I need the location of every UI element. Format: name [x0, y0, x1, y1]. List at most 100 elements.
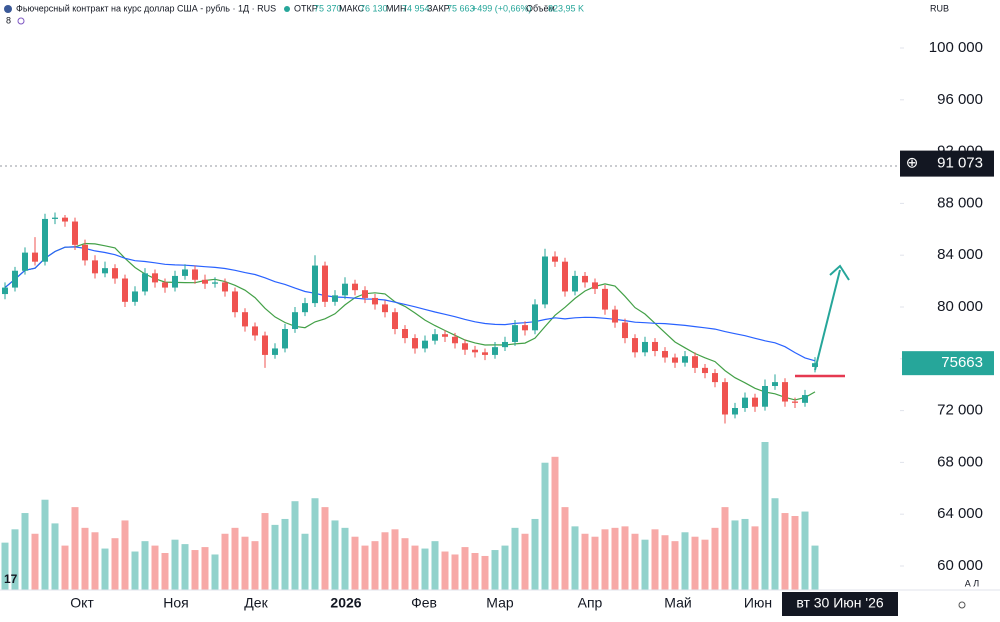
- candle-body: [562, 261, 568, 292]
- volume-bar: [441, 551, 449, 590]
- header: Фьючерсный контракт на курс доллар США -…: [4, 3, 949, 25]
- candle-body: [642, 341, 648, 353]
- y-tick-label: 100 000: [929, 39, 983, 56]
- volume-bar: [151, 545, 159, 590]
- volume-bar: [811, 545, 819, 590]
- candle-body: [2, 287, 8, 295]
- candle-body: [802, 395, 808, 403]
- last-price-box: [902, 351, 994, 376]
- candle-body: [282, 329, 288, 349]
- candle-body: [812, 363, 818, 367]
- volume-bar: [1, 542, 9, 590]
- volume-bar: [461, 547, 469, 590]
- volume-bar: [111, 538, 119, 590]
- change-value: +499 (+0,66%): [472, 3, 532, 13]
- low-label: МИН: [386, 3, 406, 13]
- candle-body: [442, 334, 448, 337]
- moving-average: [4, 246, 816, 362]
- volume-bar: [691, 536, 699, 590]
- candle-body: [302, 303, 308, 313]
- candle-body: [352, 283, 358, 291]
- volume-bar: [501, 545, 509, 590]
- scale-buttons[interactable]: А Л: [965, 578, 980, 588]
- candle-body: [22, 252, 28, 271]
- candle-body: [262, 335, 268, 355]
- candle-body: [772, 382, 778, 386]
- symbol-title: Фьючерсный контракт на курс доллар США -…: [16, 3, 276, 13]
- candle-body: [102, 268, 108, 274]
- volume-bar: [451, 554, 459, 590]
- volume-bar: [51, 523, 59, 590]
- x-tick-label: Мар: [486, 595, 514, 611]
- candle-body: [362, 290, 368, 298]
- volume-bar: [471, 553, 479, 590]
- candle-body: [552, 256, 558, 262]
- candle-body: [682, 356, 688, 363]
- volume-bar: [641, 539, 649, 590]
- cursor-date-box: [782, 592, 898, 616]
- volume-bar: [551, 456, 559, 590]
- candle-body: [652, 341, 658, 352]
- x-tick-label: Май: [664, 595, 691, 611]
- candle-body: [782, 382, 788, 402]
- candle-body: [502, 341, 508, 348]
- candle-body: [132, 291, 138, 302]
- volume-bar: [601, 529, 609, 590]
- volume-bar: [271, 524, 279, 590]
- candle-body: [32, 252, 38, 262]
- volume-bar: [311, 498, 319, 590]
- candle-body: [662, 351, 668, 358]
- candle-body: [752, 397, 758, 407]
- volume-bar: [391, 529, 399, 590]
- candle-body: [202, 279, 208, 284]
- volume-bar: [411, 545, 419, 590]
- volume-bar: [261, 513, 269, 590]
- plot: [1, 212, 819, 590]
- volume-bar: [331, 520, 339, 590]
- candle-body: [692, 356, 698, 368]
- candle-body: [762, 385, 768, 407]
- candle-body: [72, 221, 78, 245]
- last-price-label: 75663: [941, 354, 983, 371]
- volume-bar: [741, 518, 749, 590]
- candle-body: [232, 291, 238, 313]
- volume-bar: [401, 538, 409, 590]
- volume-label: Объём: [526, 3, 555, 13]
- volume-bar: [321, 507, 329, 590]
- open-value: 75 370: [314, 3, 342, 13]
- volume-bar: [711, 527, 719, 590]
- settings-icon[interactable]: [958, 601, 966, 609]
- volume-bar: [661, 535, 669, 590]
- candle-body: [342, 283, 348, 296]
- indicator-icon[interactable]: [17, 17, 25, 25]
- volume-bar: [421, 548, 429, 590]
- candle-body: [12, 270, 18, 288]
- candle-body: [172, 275, 178, 288]
- volume-bar: [181, 544, 189, 590]
- x-tick-label: Апр: [578, 595, 603, 611]
- volume-bar: [731, 520, 739, 590]
- volume-bar: [721, 507, 729, 590]
- volume-bar: [171, 539, 179, 590]
- candle-body: [312, 265, 318, 304]
- volume-bar: [211, 554, 219, 590]
- close-label: ЗАКР: [427, 3, 450, 13]
- volume-bar: [71, 507, 79, 590]
- indicator-count[interactable]: 8: [6, 15, 11, 25]
- candle-body: [152, 273, 158, 283]
- candle-body: [322, 265, 328, 302]
- candle-body: [182, 269, 188, 276]
- volume-bar: [231, 527, 239, 590]
- x-tick-label: Ноя: [163, 595, 188, 611]
- currency: RUB: [930, 3, 949, 13]
- x-tick-label: Июн: [744, 595, 772, 611]
- candle-body: [372, 297, 378, 305]
- volume-bar: [121, 520, 129, 590]
- volume-bar: [91, 532, 99, 590]
- candle-body: [412, 338, 418, 349]
- volume-bar: [621, 526, 629, 590]
- volume-bar: [571, 526, 579, 590]
- candle-body: [122, 278, 128, 302]
- volume-bar: [561, 507, 569, 590]
